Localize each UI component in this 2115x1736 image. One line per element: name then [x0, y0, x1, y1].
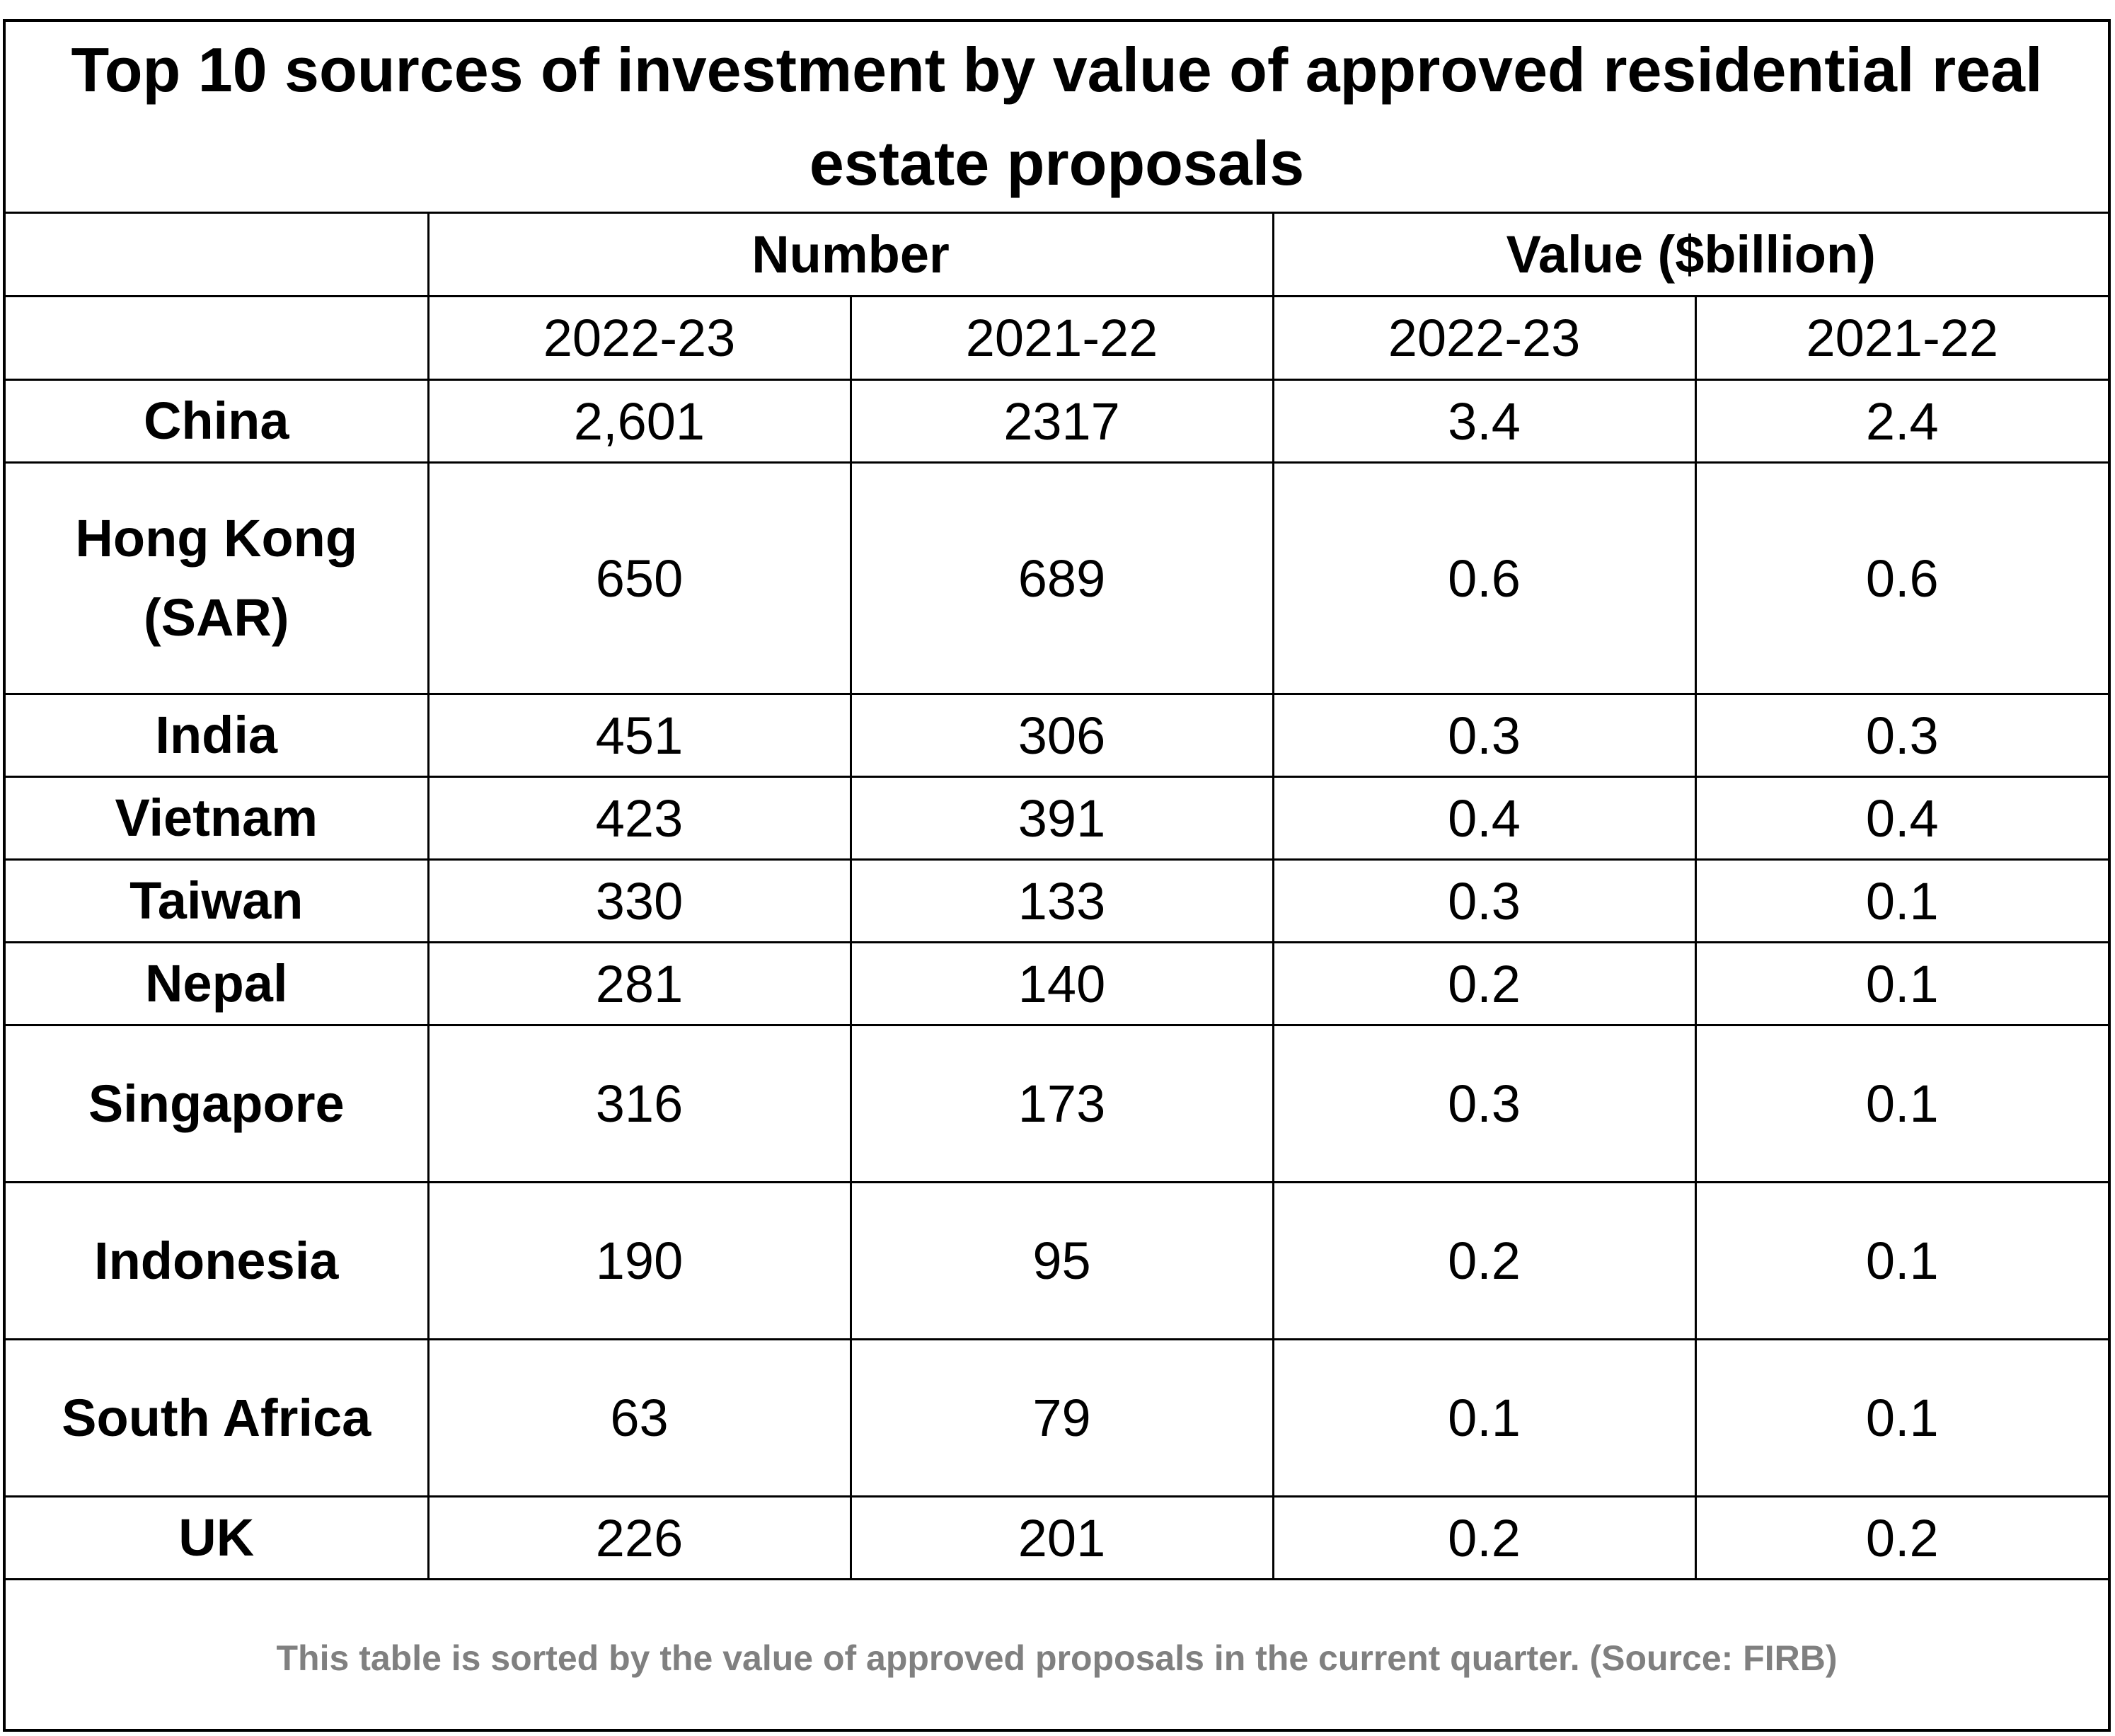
- table-row: UK 226 201 0.2 0.2: [6, 1497, 2108, 1580]
- number-cell: 63: [428, 1340, 851, 1497]
- number-group-header: Number: [428, 213, 1273, 297]
- table-title: Top 10 sources of investment by value of…: [6, 22, 2108, 213]
- year-header: 2021-22: [1695, 297, 2108, 380]
- value-cell: 0.6: [1695, 463, 2108, 694]
- number-cell: 423: [428, 777, 851, 860]
- source-note: This table is sorted by the value of app…: [6, 1580, 2108, 1736]
- value-cell: 0.4: [1695, 777, 2108, 860]
- country-cell: Nepal: [6, 943, 428, 1025]
- year-header: 2021-22: [851, 297, 1273, 380]
- country-cell: Taiwan: [6, 860, 428, 943]
- value-cell: 0.3: [1695, 694, 2108, 777]
- value-cell: 0.3: [1273, 1025, 1695, 1183]
- table-row: Singapore 316 173 0.3 0.1: [6, 1025, 2108, 1183]
- number-cell: 306: [851, 694, 1273, 777]
- year-header-row: 2022-23 2021-22 2022-23 2021-22: [6, 297, 2108, 380]
- table-row: China 2,601 2317 3.4 2.4: [6, 380, 2108, 463]
- country-cell: Vietnam: [6, 777, 428, 860]
- group-header-row: Number Value ($billion): [6, 213, 2108, 297]
- table-row: Vietnam 423 391 0.4 0.4: [6, 777, 2108, 860]
- value-cell: 2.4: [1695, 380, 2108, 463]
- country-cell: UK: [6, 1497, 428, 1580]
- corner-cell: [6, 213, 428, 297]
- value-cell: 0.3: [1273, 860, 1695, 943]
- number-cell: 201: [851, 1497, 1273, 1580]
- country-cell: Indonesia: [6, 1183, 428, 1340]
- number-cell: 650: [428, 463, 851, 694]
- table-row: Taiwan 330 133 0.3 0.1: [6, 860, 2108, 943]
- title-row: Top 10 sources of investment by value of…: [6, 22, 2108, 213]
- table-frame: Top 10 sources of investment by value of…: [3, 19, 2111, 1732]
- number-cell: 190: [428, 1183, 851, 1340]
- value-group-header: Value ($billion): [1273, 213, 2108, 297]
- table-row: Hong Kong (SAR) 650 689 0.6 0.6: [6, 463, 2108, 694]
- number-cell: 451: [428, 694, 851, 777]
- investment-table: Top 10 sources of investment by value of…: [6, 22, 2108, 1736]
- value-cell: 0.2: [1695, 1497, 2108, 1580]
- number-cell: 689: [851, 463, 1273, 694]
- number-cell: 2,601: [428, 380, 851, 463]
- table-row: South Africa 63 79 0.1 0.1: [6, 1340, 2108, 1497]
- corner-cell: [6, 297, 428, 380]
- year-header: 2022-23: [1273, 297, 1695, 380]
- number-cell: 330: [428, 860, 851, 943]
- number-cell: 316: [428, 1025, 851, 1183]
- value-cell: 3.4: [1273, 380, 1695, 463]
- number-cell: 281: [428, 943, 851, 1025]
- value-cell: 0.2: [1273, 1183, 1695, 1340]
- number-cell: 140: [851, 943, 1273, 1025]
- number-cell: 2317: [851, 380, 1273, 463]
- country-cell: Hong Kong (SAR): [6, 463, 428, 694]
- value-cell: 0.4: [1273, 777, 1695, 860]
- number-cell: 95: [851, 1183, 1273, 1340]
- table-row: Indonesia 190 95 0.2 0.1: [6, 1183, 2108, 1340]
- number-cell: 173: [851, 1025, 1273, 1183]
- value-cell: 0.1: [1695, 1025, 2108, 1183]
- value-cell: 0.1: [1695, 943, 2108, 1025]
- table-row: Nepal 281 140 0.2 0.1: [6, 943, 2108, 1025]
- country-cell: India: [6, 694, 428, 777]
- value-cell: 0.1: [1695, 1340, 2108, 1497]
- value-cell: 0.2: [1273, 1497, 1695, 1580]
- year-header: 2022-23: [428, 297, 851, 380]
- number-cell: 133: [851, 860, 1273, 943]
- table-row: India 451 306 0.3 0.3: [6, 694, 2108, 777]
- footer-row: This table is sorted by the value of app…: [6, 1580, 2108, 1736]
- number-cell: 226: [428, 1497, 851, 1580]
- value-cell: 0.3: [1273, 694, 1695, 777]
- number-cell: 391: [851, 777, 1273, 860]
- value-cell: 0.2: [1273, 943, 1695, 1025]
- value-cell: 0.1: [1695, 860, 2108, 943]
- country-cell: South Africa: [6, 1340, 428, 1497]
- country-cell: China: [6, 380, 428, 463]
- value-cell: 0.6: [1273, 463, 1695, 694]
- value-cell: 0.1: [1695, 1183, 2108, 1340]
- value-cell: 0.1: [1273, 1340, 1695, 1497]
- number-cell: 79: [851, 1340, 1273, 1497]
- country-cell: Singapore: [6, 1025, 428, 1183]
